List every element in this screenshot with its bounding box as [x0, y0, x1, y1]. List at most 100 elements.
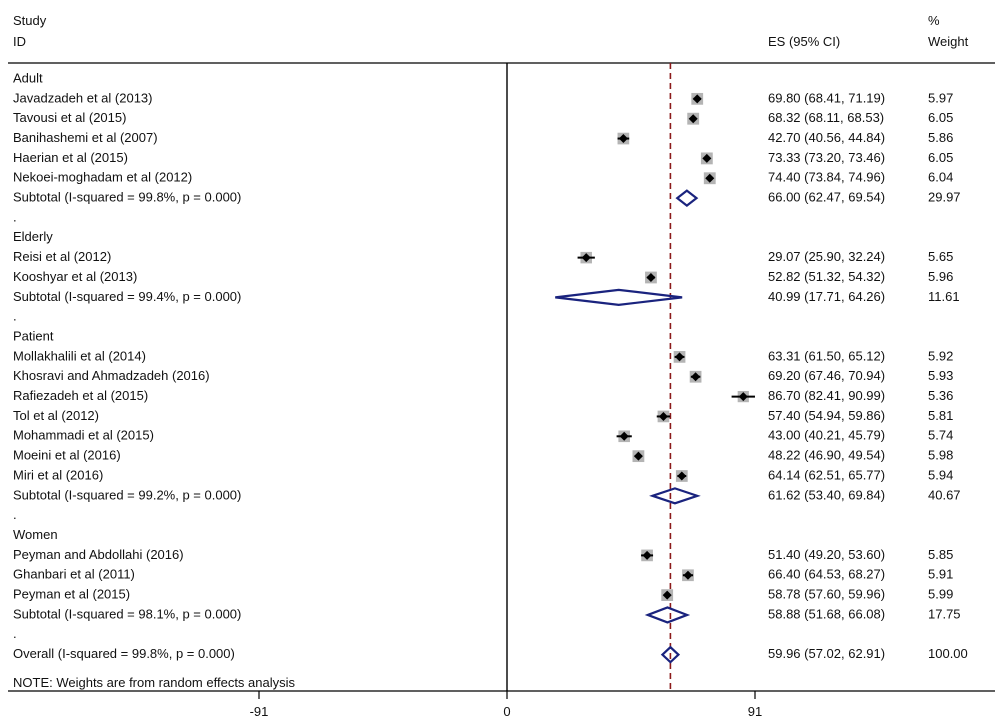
header-id-label: ID	[13, 34, 26, 49]
study-label: Ghanbari et al (2011)	[13, 567, 135, 582]
weight-value: 5.65	[928, 249, 953, 264]
weight-value: 5.81	[928, 408, 953, 423]
study-label: Peyman and Abdollahi (2016)	[13, 547, 184, 562]
effect-size-ci: 86.70 (82.41, 90.99)	[768, 388, 885, 403]
weight-value: 5.96	[928, 269, 953, 284]
effect-size-ci: 66.40 (64.53, 68.27)	[768, 567, 885, 582]
weights-note: NOTE: Weights are from random effects an…	[13, 675, 296, 690]
effect-size-ci: 40.99 (17.71, 64.26)	[768, 289, 885, 304]
subtotal-label: Subtotal (I-squared = 99.4%, p = 0.000)	[13, 289, 241, 304]
x-tick-label: 91	[748, 704, 762, 719]
effect-size-ci: 59.96 (57.02, 62.91)	[768, 646, 885, 661]
separator-dot: .	[13, 626, 17, 641]
effect-size-ci: 48.22 (46.90, 49.54)	[768, 448, 885, 463]
point-estimate	[662, 590, 672, 600]
effect-size-ci: 63.31 (61.50, 65.12)	[768, 348, 885, 363]
effect-size-ci: 73.33 (73.20, 73.46)	[768, 150, 885, 165]
subtotal-diamond	[675, 189, 699, 207]
point-estimate	[702, 153, 712, 163]
point-estimate	[581, 253, 591, 263]
weight-value: 100.00	[928, 646, 968, 661]
weight-value: 5.99	[928, 587, 953, 602]
weight-value: 6.04	[928, 170, 953, 185]
subgroup-heading: Adult	[13, 70, 43, 85]
header-es-label: ES (95% CI)	[768, 34, 840, 49]
effect-size-ci: 74.40 (73.84, 74.96)	[768, 170, 885, 185]
subgroup-heading: Women	[13, 527, 58, 542]
subgroup-heading: Elderly	[13, 229, 53, 244]
weight-value: 5.97	[928, 90, 953, 105]
effect-size-ci: 42.70 (40.56, 44.84)	[768, 130, 885, 145]
effect-size-ci: 52.82 (51.32, 54.32)	[768, 269, 885, 284]
point-estimate	[618, 134, 628, 144]
weight-value: 5.91	[928, 567, 953, 582]
effect-size-ci: 69.20 (67.46, 70.94)	[768, 368, 885, 383]
weight-value: 5.94	[928, 467, 953, 482]
point-estimate	[688, 114, 698, 124]
point-estimate	[642, 550, 652, 560]
point-estimate	[692, 94, 702, 104]
point-estimate	[677, 471, 687, 481]
study-label: Miri et al (2016)	[13, 467, 103, 482]
weight-value: 40.67	[928, 487, 961, 502]
effect-size-ci: 58.78 (57.60, 59.96)	[768, 587, 885, 602]
weight-value: 5.92	[928, 348, 953, 363]
separator-dot: .	[13, 209, 17, 224]
point-estimate	[646, 273, 656, 282]
study-label: Tavousi et al (2015)	[13, 110, 126, 125]
subtotal-diamond	[649, 487, 701, 505]
study-label: Haerian et al (2015)	[13, 150, 128, 165]
separator-dot: .	[13, 507, 17, 522]
rows-group: Adult Javadzadeh et al (2013) 69.80 (68.41…	[13, 70, 968, 664]
point-estimate	[658, 411, 668, 421]
point-estimate	[683, 570, 693, 580]
effect-size-ci: 68.32 (68.11, 68.53)	[768, 110, 884, 125]
weight-value: 6.05	[928, 110, 953, 125]
weight-value: 29.97	[928, 190, 961, 205]
study-label: Banihashemi et al (2007)	[13, 130, 158, 145]
effect-size-ci: 51.40 (49.20, 53.60)	[768, 547, 885, 562]
point-estimate	[619, 431, 629, 441]
study-label: Nekoei-moghadam et al (2012)	[13, 170, 192, 185]
weight-value: 5.93	[928, 368, 953, 383]
weight-value: 5.85	[928, 547, 953, 562]
study-label: Mollakhalili et al (2014)	[13, 348, 146, 363]
subtotal-diamond	[644, 606, 691, 624]
effect-size-ci: 64.14 (62.51, 65.77)	[768, 467, 885, 482]
study-label: Khosravi and Ahmadzadeh (2016)	[13, 368, 210, 383]
effect-size-ci: 61.62 (53.40, 69.84)	[768, 487, 885, 502]
x-tick-label: -91	[250, 704, 269, 719]
weight-value: 5.74	[928, 428, 953, 443]
study-label: Reisi et al (2012)	[13, 249, 111, 264]
point-estimate	[705, 173, 715, 183]
x-tick-label: 0	[503, 704, 510, 719]
effect-size-ci: 29.07 (25.90, 32.24)	[768, 249, 885, 264]
overall-diamond	[660, 645, 681, 664]
study-label: Moeini et al (2016)	[13, 448, 121, 463]
effect-size-ci: 58.88 (51.68, 66.08)	[768, 606, 885, 621]
study-label: Tol et al (2012)	[13, 408, 99, 423]
weight-value: 5.98	[928, 448, 953, 463]
study-label: Peyman et al (2015)	[13, 587, 130, 602]
effect-size-ci: 57.40 (54.94, 59.86)	[768, 408, 885, 423]
study-label: Kooshyar et al (2013)	[13, 269, 137, 284]
effect-size-ci: 43.00 (40.21, 45.79)	[768, 428, 885, 443]
point-estimate	[691, 372, 701, 382]
point-estimate	[675, 352, 685, 362]
subtotal-label: Subtotal (I-squared = 99.2%, p = 0.000)	[13, 487, 241, 502]
study-label: Javadzadeh et al (2013)	[13, 90, 152, 105]
effect-size-ci: 66.00 (62.47, 69.54)	[768, 190, 885, 205]
point-estimate	[633, 451, 643, 461]
subtotal-label: Subtotal (I-squared = 99.8%, p = 0.000)	[13, 190, 241, 205]
subtotal-label: Subtotal (I-squared = 98.1%, p = 0.000)	[13, 606, 241, 621]
x-axis: -91 0 91	[250, 691, 762, 719]
effect-size-ci: 69.80 (68.41, 71.19)	[768, 90, 885, 105]
weight-value: 6.05	[928, 150, 953, 165]
study-label: Rafiezadeh et al (2015)	[13, 388, 148, 403]
header-weight-label: Weight	[928, 34, 969, 49]
subgroup-heading: Patient	[13, 328, 54, 343]
weight-value: 11.61	[928, 289, 960, 304]
subtotal-diamond	[555, 288, 683, 306]
overall-label: Overall (I-squared = 99.8%, p = 0.000)	[13, 646, 235, 661]
